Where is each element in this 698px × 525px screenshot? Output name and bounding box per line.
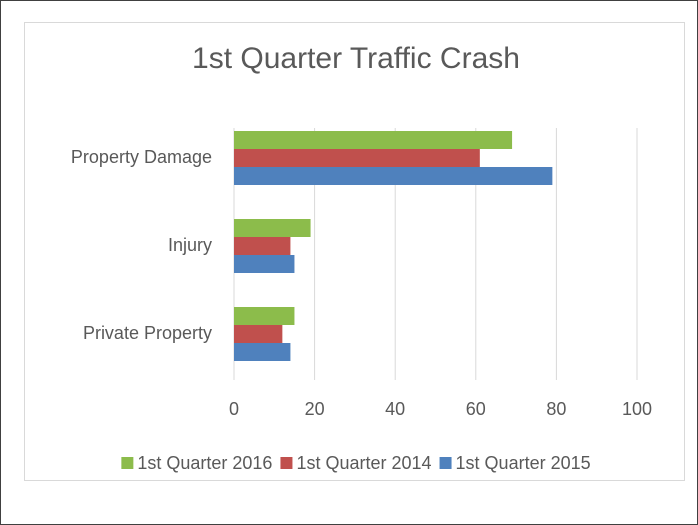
x-tick-label: 20 — [305, 399, 325, 419]
x-tick-label: 60 — [466, 399, 486, 419]
x-tick-label: 80 — [546, 399, 566, 419]
x-tick-label: 100 — [622, 399, 652, 419]
y-tick-label: Property Damage — [71, 147, 212, 167]
bar — [234, 255, 295, 273]
bar — [234, 219, 311, 237]
legend-label: 1st Quarter 2015 — [456, 453, 591, 473]
bar — [234, 307, 295, 325]
chart-title: 1st Quarter Traffic Crash — [192, 42, 520, 75]
bar — [234, 237, 291, 255]
y-tick-label: Injury — [168, 235, 212, 255]
legend-label: 1st Quarter 2016 — [137, 453, 272, 473]
y-tick-label: Private Property — [83, 323, 212, 343]
legend-swatch — [280, 457, 293, 469]
bar — [234, 131, 513, 149]
bar — [234, 325, 283, 343]
x-tick-label: 40 — [385, 399, 405, 419]
chart-area — [24, 22, 685, 481]
legend-swatch — [121, 457, 134, 469]
bar — [234, 343, 291, 361]
bar — [234, 149, 480, 167]
legend-swatch — [439, 457, 452, 469]
x-tick-label: 0 — [229, 399, 239, 419]
legend-label: 1st Quarter 2014 — [296, 453, 431, 473]
bar — [234, 167, 553, 185]
